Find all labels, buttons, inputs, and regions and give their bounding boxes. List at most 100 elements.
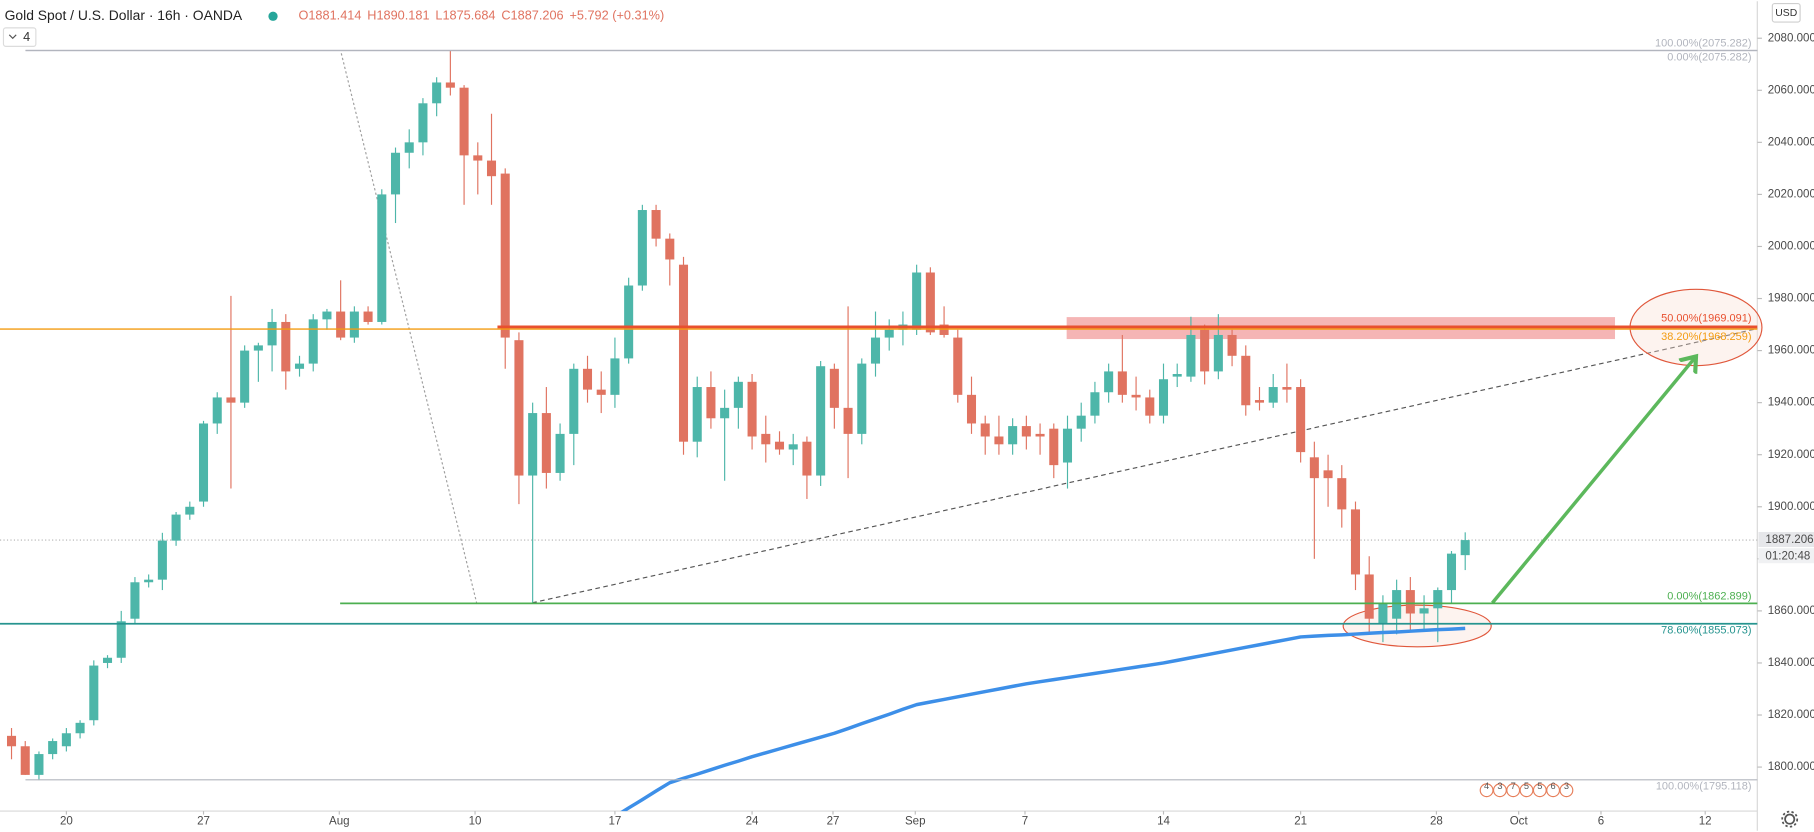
x-tick-label: 12 <box>1699 816 1712 828</box>
candle-body <box>761 433 771 445</box>
candle-body <box>678 264 689 442</box>
candle-body <box>788 444 798 450</box>
candle-body <box>706 387 716 419</box>
candle-body <box>1460 540 1470 556</box>
candle-body <box>61 733 71 747</box>
candle-body <box>1405 590 1415 614</box>
candle-body <box>1035 433 1045 437</box>
level-label: 0.00%(1862.899) <box>1667 590 1751 602</box>
candle-body <box>925 272 935 333</box>
candle-body <box>651 210 661 239</box>
ohlc-open: O1881.414 <box>298 8 361 23</box>
candle-body <box>569 368 579 434</box>
candle-body <box>843 407 853 434</box>
candle-body <box>1227 334 1237 356</box>
level-label: 0.00%(2075.282) <box>1667 51 1751 63</box>
countdown-label: 01:20:48 <box>1765 550 1810 562</box>
y-tick-label: 1900.000 <box>1768 501 1814 513</box>
settings-icon[interactable] <box>1781 810 1799 828</box>
candle-body <box>747 381 757 437</box>
event-label: 3 <box>1497 781 1502 791</box>
y-tick-label: 2020.000 <box>1768 188 1814 200</box>
candle-body <box>966 394 977 424</box>
gear-teeth <box>1781 810 1799 828</box>
price-tag-label: 1887.206 <box>1765 534 1813 546</box>
candle-body <box>500 173 510 338</box>
dashed-trend-line <box>532 328 1758 604</box>
candle-body <box>1145 397 1155 416</box>
candle-body <box>473 155 483 161</box>
candle-body <box>692 387 702 442</box>
gear[interactable] <box>1784 813 1796 825</box>
candle-body <box>1062 428 1073 463</box>
ohlc-low: L1875.684 <box>435 8 495 23</box>
market-status-dot <box>268 11 278 21</box>
x-tick-label: 14 <box>1157 816 1170 828</box>
y-tick-label: 1960.000 <box>1768 345 1814 357</box>
ohlc-change: +5.792 (+0.31%) <box>569 8 664 23</box>
candle-body <box>102 657 113 663</box>
candle-body <box>144 579 154 583</box>
candle-body <box>1090 392 1100 416</box>
candle-body <box>404 142 414 153</box>
countdown-tag <box>1758 548 1814 564</box>
candle-body <box>953 337 963 395</box>
candle-body <box>185 506 195 515</box>
candle-body <box>1392 590 1402 619</box>
level-label: 50.00%(1969.091) <box>1661 313 1751 325</box>
x-tick-label: 28 <box>1430 816 1443 828</box>
candle-body <box>857 363 867 434</box>
candle-body <box>1337 478 1347 510</box>
chevron-icon <box>8 34 17 40</box>
x-tick-label: 24 <box>746 816 759 828</box>
candle-body <box>459 87 469 156</box>
event-badge <box>1559 783 1574 798</box>
ohlc-high: H1890.181 <box>367 8 429 23</box>
candle-body <box>322 311 332 320</box>
plot-area <box>0 50 1758 812</box>
candle-body <box>1282 387 1292 390</box>
event-label: 3 <box>1564 781 1569 791</box>
candle-body <box>816 366 826 476</box>
candle-body <box>1296 387 1306 453</box>
currency-box[interactable] <box>1771 2 1801 23</box>
candle-body <box>1268 387 1278 403</box>
candle-body <box>1172 374 1182 377</box>
candle-body <box>1309 457 1319 479</box>
indicators-toggle[interactable]: 4 <box>2 27 37 47</box>
candle-body <box>637 210 647 286</box>
candle-body <box>34 754 44 775</box>
x-tick-label: Sep <box>905 816 926 828</box>
event-label: 4 <box>1484 781 1489 791</box>
candle-body <box>720 407 730 419</box>
y-tick-label: 2080.000 <box>1768 32 1814 44</box>
candle-body <box>1446 553 1457 591</box>
candle-body <box>1254 400 1265 403</box>
x-tick-label: 10 <box>469 816 482 828</box>
candle-body <box>582 368 593 390</box>
candle-body <box>445 82 455 88</box>
y-tick-label: 2000.000 <box>1768 241 1814 253</box>
y-tick-label: 1980.000 <box>1768 293 1814 305</box>
ohlc-legend: O1881.414 H1890.181 L1875.684 C1887.206 … <box>298 8 664 23</box>
indicators-button[interactable] <box>2 27 37 47</box>
candle-body <box>226 397 236 403</box>
candle-body <box>555 433 565 473</box>
candle-body <box>363 311 373 322</box>
candle-body <box>1378 603 1388 624</box>
level-label: 38.20%(1968.259) <box>1661 331 1751 343</box>
candle-body <box>1049 428 1059 466</box>
candle-body <box>377 194 387 322</box>
candle-body <box>253 345 263 351</box>
candle-body <box>1008 426 1018 445</box>
candle-body <box>486 160 497 177</box>
x-tick-label: 27 <box>827 816 840 828</box>
y-tick-label: 1920.000 <box>1768 449 1814 461</box>
candle-body <box>130 582 140 619</box>
y-tick-label: 1840.000 <box>1768 657 1814 669</box>
candle-body <box>1158 379 1169 416</box>
candle-body <box>48 741 58 755</box>
candle-body <box>1433 590 1443 609</box>
